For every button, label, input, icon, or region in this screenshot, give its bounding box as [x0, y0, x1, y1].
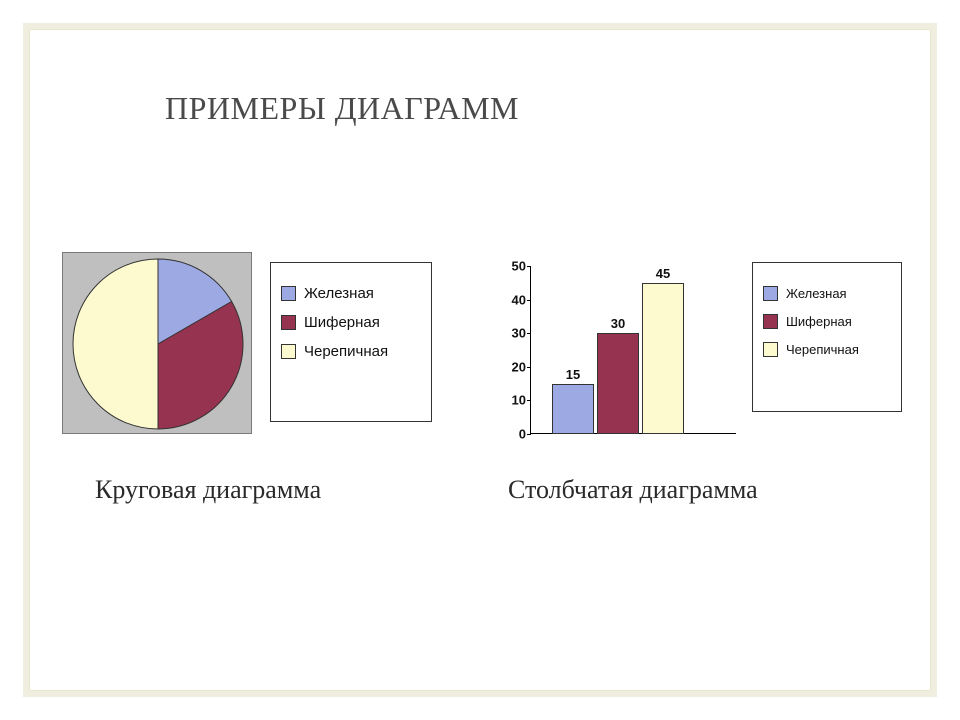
- pie-svg: [71, 257, 245, 431]
- legend-swatch: [281, 315, 296, 330]
- bar-caption: Столбчатая диаграмма: [508, 475, 758, 505]
- page-title: ПРИМЕРЫ ДИАГРАММ: [165, 90, 519, 127]
- y-tick-label: 40: [496, 293, 526, 306]
- legend-label: Шиферная: [786, 314, 852, 329]
- legend-item: Шиферная: [281, 314, 421, 331]
- legend-label: Железная: [786, 286, 847, 301]
- legend-swatch: [281, 286, 296, 301]
- y-tick-mark: [527, 300, 531, 301]
- legend-label: Железная: [304, 285, 374, 302]
- pie-legend: Железная Шиферная Черепичная: [270, 262, 432, 422]
- y-tick-mark: [527, 367, 531, 368]
- legend-label: Черепичная: [786, 342, 859, 357]
- legend-item: Железная: [281, 285, 421, 302]
- legend-item: Железная: [763, 286, 891, 301]
- legend-item: Шиферная: [763, 314, 891, 329]
- y-tick-label: 10: [496, 394, 526, 407]
- y-axis: [530, 266, 531, 434]
- legend-swatch: [763, 342, 778, 357]
- y-tick-mark: [527, 333, 531, 334]
- legend-label: Шиферная: [304, 314, 380, 331]
- bar-value-label: 30: [611, 317, 625, 330]
- y-tick-mark: [527, 400, 531, 401]
- legend-swatch: [281, 344, 296, 359]
- y-tick-label: 50: [496, 260, 526, 273]
- pie-chart: [62, 252, 252, 434]
- legend-item: Черепичная: [763, 342, 891, 357]
- bar: [552, 384, 594, 434]
- y-tick-mark: [527, 266, 531, 267]
- legend-swatch: [763, 286, 778, 301]
- y-tick-label: 20: [496, 360, 526, 373]
- bar-legend: Железная Шиферная Черепичная: [752, 262, 902, 412]
- bar-chart: 01020304050153045: [496, 248, 736, 436]
- legend-swatch: [763, 314, 778, 329]
- pie-slice: [73, 259, 158, 429]
- legend-item: Черепичная: [281, 343, 421, 360]
- bar-value-label: 45: [656, 267, 670, 280]
- bar: [597, 333, 639, 434]
- bar-value-label: 15: [566, 368, 580, 381]
- legend-label: Черепичная: [304, 343, 388, 360]
- y-tick-mark: [527, 434, 531, 435]
- pie-caption: Круговая диаграмма: [95, 475, 321, 505]
- y-tick-label: 0: [496, 428, 526, 441]
- y-tick-label: 30: [496, 327, 526, 340]
- bar: [642, 283, 684, 434]
